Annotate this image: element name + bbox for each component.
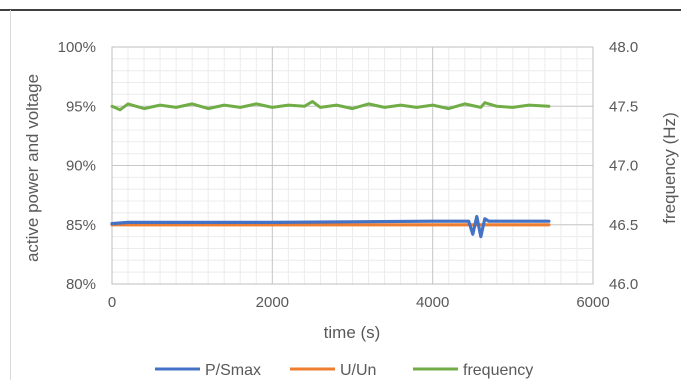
x-tick-label: 6000 (576, 294, 609, 311)
y-right-tick-label: 47.0 (609, 158, 638, 175)
series-line-p-smax (110, 214, 551, 239)
y-right-tick-labels: 46.0 46.5 47.0 47.5 48.0 (609, 39, 638, 293)
legend-label: frequency (463, 362, 533, 379)
plot-axes (111, 46, 594, 285)
legend: P/Smax U/Un frequency (155, 362, 533, 379)
x-axis-title: time (s) (324, 323, 381, 342)
y-left-tick-label: 100% (58, 39, 96, 56)
legend-label: P/Smax (205, 362, 261, 379)
x-tick-label: 4000 (416, 294, 449, 311)
y-right-tick-label: 47.5 (609, 98, 638, 115)
x-tick-label: 2000 (256, 294, 289, 311)
y-right-tick-label: 48.0 (609, 39, 638, 56)
series-line-frequency (110, 100, 551, 112)
y-left-tick-label: 80% (66, 276, 96, 293)
y-left-tick-label: 85% (66, 217, 96, 234)
y-left-axis-title: active power and voltage (23, 74, 42, 262)
legend-label: U/Un (340, 362, 376, 379)
grid-lines (111, 46, 594, 285)
y-right-tick-label: 46.5 (609, 217, 638, 234)
y-right-axis-title: frequency (Hz) (660, 112, 679, 223)
y-left-tick-labels: 80% 85% 90% 95% 100% (58, 39, 96, 293)
plot-area-border (111, 46, 594, 285)
x-tick-labels: 0 2000 4000 6000 (108, 294, 610, 311)
series-layer (110, 100, 551, 239)
y-right-tick-label: 46.0 (609, 276, 638, 293)
y-left-tick-label: 90% (66, 158, 96, 175)
x-tick-label: 0 (108, 294, 116, 311)
y-left-tick-label: 95% (66, 98, 96, 115)
